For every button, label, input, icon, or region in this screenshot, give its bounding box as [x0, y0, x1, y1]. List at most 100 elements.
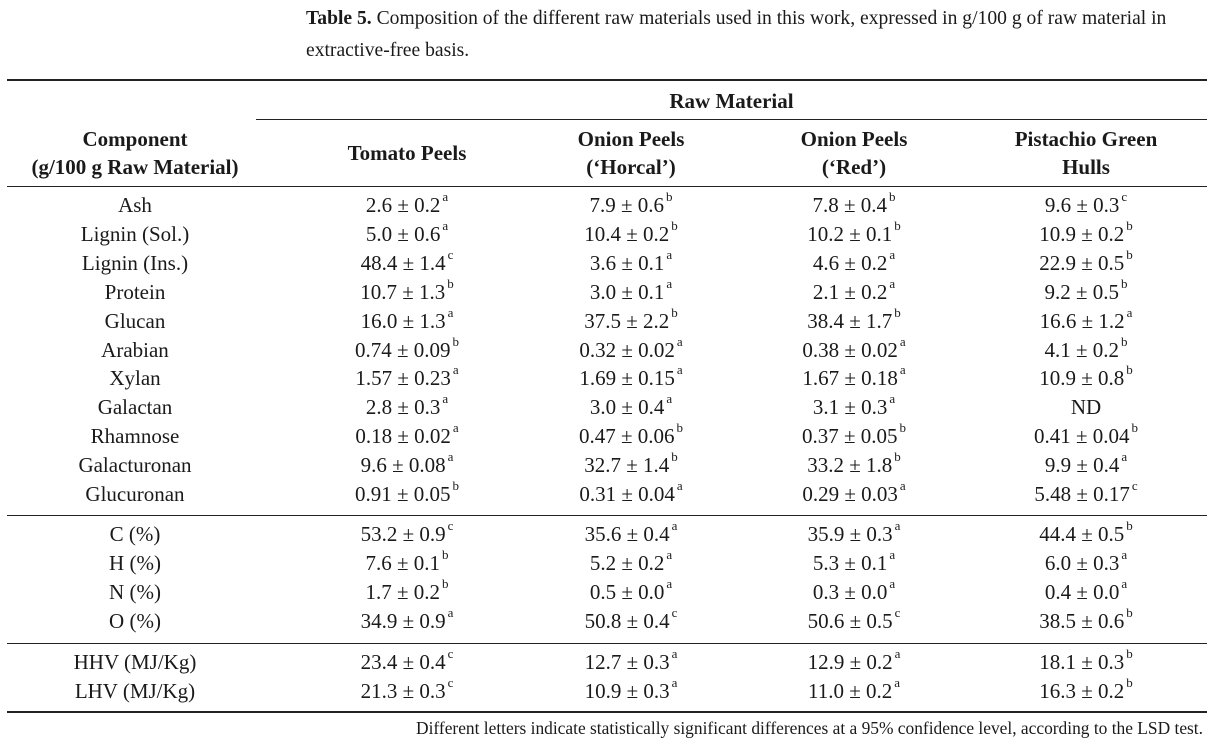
table-cell: 5.48 ± 0.17 c: [968, 478, 1204, 509]
significance-letter: b: [1126, 646, 1133, 661]
cell-value: 2.6 ± 0.2: [365, 193, 441, 217]
significance-letter: b: [676, 420, 684, 436]
table-cell: 0.38 ± 0.02 a: [742, 335, 966, 365]
cell-value: 9.2 ± 0.5: [1044, 279, 1120, 304]
cell-value: 10.7 ± 1.3: [360, 279, 446, 304]
significance-letter: a: [1121, 546, 1128, 562]
cell-value: 10.4 ± 0.2: [584, 221, 670, 246]
table-cell: 53.2 ± 0.9 c: [296, 519, 518, 549]
significance-letter: a: [452, 362, 459, 378]
table-cell: 0.74 ± 0.09 b: [296, 335, 518, 365]
significance-letter: a: [666, 275, 673, 291]
table-row: H (%) 7.6 ± 0.1 b 5.2 ± 0.2 a 5.3 ± 0.1 a 6.0 ±…: [0, 546, 1217, 578]
table-row: Protein 10.7 ± 1.3 b 3.0 ± 0.1 a 2.1 ± 0.2 a 9.…: [0, 275, 1217, 307]
cell-value: 37.5 ± 2.2: [584, 308, 670, 333]
cell-value: 50.6 ± 0.5: [807, 608, 893, 633]
significance-letter: a: [442, 189, 449, 204]
cell-value: 1.67 ± 0.18: [802, 366, 898, 391]
cell-value: 35.9 ± 0.3: [807, 522, 893, 546]
row-label: Lignin (Ins.): [81, 250, 189, 275]
column-header-line: (‘Red’): [821, 155, 887, 179]
significance-letter: b: [1126, 362, 1133, 378]
significance-letter: c: [447, 246, 454, 262]
significance-letter: b: [442, 575, 449, 591]
group-rule: [7, 643, 1207, 644]
cell-value: 12.9 ± 0.2: [807, 650, 893, 674]
significance-letter: b: [1126, 518, 1133, 533]
significance-letter: c: [447, 646, 454, 661]
table-cell: 10.9 ± 0.3 a: [520, 676, 742, 706]
column-header-line: Onion Peels: [577, 127, 685, 151]
cell-value: 0.41 ± 0.04: [1033, 424, 1130, 449]
table-cell: 10.9 ± 0.2 b: [968, 217, 1204, 249]
significance-letter: b: [894, 217, 901, 233]
significance-letter: c: [1131, 478, 1138, 493]
cell-value: 10.9 ± 0.8: [1039, 366, 1125, 391]
cell-value: 16.6 ± 1.2: [1039, 308, 1125, 333]
column-header-pistachio-hulls: Pistachio Green Hulls: [968, 125, 1204, 181]
table-cell: 32.7 ± 1.4 b: [520, 449, 742, 480]
table-row: N (%) 1.7 ± 0.2 b 0.5 ± 0.0 a 0.3 ± 0.0 a 0.4 ±…: [0, 575, 1217, 607]
table-cell: 10.7 ± 1.3 b: [296, 275, 518, 307]
significance-letter: a: [889, 575, 896, 591]
cell-value: 1.7 ± 0.2: [365, 579, 441, 604]
significance-letter: b: [1126, 246, 1133, 262]
significance-letter: b: [671, 304, 678, 320]
cell-value: 0.5 ± 0.0: [589, 579, 665, 604]
table-cell: 12.9 ± 0.2 a: [742, 647, 966, 677]
significance-letter: b: [1126, 674, 1133, 690]
row-label: Xylan: [109, 366, 161, 391]
significance-letter: a: [447, 604, 454, 620]
significance-letter: a: [671, 646, 678, 661]
column-header-line: Component: [82, 127, 188, 151]
table-cell: 0.32 ± 0.02 a: [520, 335, 742, 365]
row-label: Arabian: [101, 337, 169, 362]
table-cell: 44.4 ± 0.5 b: [968, 518, 1204, 549]
significance-letter: a: [442, 217, 449, 233]
row-label: Galactan: [97, 395, 173, 420]
table-cell: 10.9 ± 0.8 b: [968, 362, 1204, 393]
column-header-line: Tomato Peels: [347, 141, 467, 165]
table-row: Rhamnose 0.18 ± 0.02 a 0.47 ± 0.06 b 0.37 ± 0…: [0, 420, 1217, 451]
significance-letter: a: [889, 546, 896, 562]
table-cell: 9.2 ± 0.5 b: [968, 277, 1204, 307]
cell-value: 4.6 ± 0.2: [812, 250, 888, 275]
row-label: Ash: [118, 193, 152, 217]
significance-letter: a: [666, 575, 673, 591]
significance-letter: b: [1121, 333, 1128, 349]
table-cell: 1.57 ± 0.23 a: [296, 362, 518, 393]
cell-value: 16.3 ± 0.2: [1039, 678, 1125, 703]
table-row: HHV (MJ/Kg) 23.4 ± 0.4 c 12.7 ± 0.3 a 12.9 ± …: [0, 646, 1217, 677]
table-cell: 38.5 ± 0.6 b: [968, 606, 1204, 636]
row-label: C (%): [109, 522, 161, 546]
table-cell: 6.0 ± 0.3 a: [968, 546, 1204, 578]
cell-value: 10.9 ± 0.2: [1039, 221, 1125, 246]
table-cell: 35.9 ± 0.3 a: [742, 519, 966, 549]
cell-value: 38.4 ± 1.7: [807, 308, 893, 333]
column-header-line: (g/100 g Raw Material): [31, 155, 239, 179]
significance-letter: a: [1126, 304, 1133, 320]
cell-value: 0.31 ± 0.04: [579, 482, 675, 506]
table-cell: 10.4 ± 0.2 b: [520, 219, 742, 249]
significance-letter: a: [666, 391, 673, 407]
significance-letter: b: [671, 449, 678, 465]
column-header-onion-horcal: Onion Peels (‘Horcal’): [520, 125, 742, 181]
group-rule: [7, 515, 1207, 516]
table-row: Glucan 16.0 ± 1.3 a 37.5 ± 2.2 b 38.4 ± 1.7 b 1…: [0, 304, 1217, 336]
table-cell: 3.0 ± 0.4 a: [520, 391, 742, 422]
table-row: Arabian 0.74 ± 0.09 b 0.32 ± 0.02 a 0.38 ± 0.…: [0, 333, 1217, 365]
cell-value: 7.8 ± 0.4: [812, 193, 888, 217]
cell-value: 50.8 ± 0.4: [584, 608, 670, 633]
row-label: HHV (MJ/Kg): [73, 650, 197, 674]
cell-value: 0.3 ± 0.0: [812, 579, 888, 604]
cell-value: 18.1 ± 0.3: [1039, 650, 1125, 674]
cell-value: 1.57 ± 0.23: [355, 366, 451, 391]
cell-value: 10.9 ± 0.3: [584, 678, 670, 703]
table-cell: 21.3 ± 0.3 c: [296, 676, 518, 706]
significance-letter: b: [1126, 217, 1133, 233]
row-label: Galacturonan: [78, 453, 192, 478]
significance-letter: b: [447, 275, 454, 291]
table-cell: 48.4 ± 1.4 c: [296, 246, 518, 278]
cell-value: 2.8 ± 0.3: [365, 395, 441, 420]
cell-value: 4.1 ± 0.2: [1044, 337, 1120, 362]
